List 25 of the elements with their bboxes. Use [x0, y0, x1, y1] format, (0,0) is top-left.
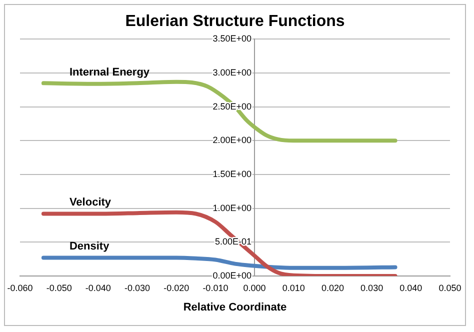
y-tick-label: 3.00E+00 [212, 68, 252, 78]
x-tick-label: -0.040 [85, 282, 111, 293]
x-tick-label: -0.010 [202, 282, 228, 293]
x-tick-label: 0.000 [243, 282, 266, 293]
x-tick-label: 0.010 [282, 282, 305, 293]
x-tick-label: -0.030 [124, 282, 150, 293]
y-tick-label: 2.00E+00 [212, 135, 252, 146]
line-series [41, 80, 398, 143]
series-label: Density [69, 240, 110, 252]
x-axis-title: Relative Coordinate [183, 301, 287, 314]
x-tick-label: 0.050 [438, 282, 462, 293]
x-tick-label: 0.040 [400, 282, 422, 293]
y-tick-label: 1.50E+00 [212, 169, 252, 179]
y-tick-label: 1.00E+00 [212, 202, 252, 213]
series-label: Velocity [69, 196, 112, 208]
x-tick-label: 0.020 [321, 282, 344, 293]
x-tick-label: 0.030 [360, 282, 384, 293]
series-label: Internal Energy [69, 66, 150, 78]
line-series [41, 256, 398, 270]
x-tick-label: -0.060 [7, 282, 33, 293]
y-tick-label: 3.50E+00 [212, 34, 252, 44]
chart-title: Eulerian Structure Functions [125, 13, 345, 30]
x-tick-label: -0.020 [164, 282, 190, 293]
x-tick-label: -0.050 [46, 282, 72, 293]
y-tick-label: 0.00E+00 [212, 270, 252, 280]
